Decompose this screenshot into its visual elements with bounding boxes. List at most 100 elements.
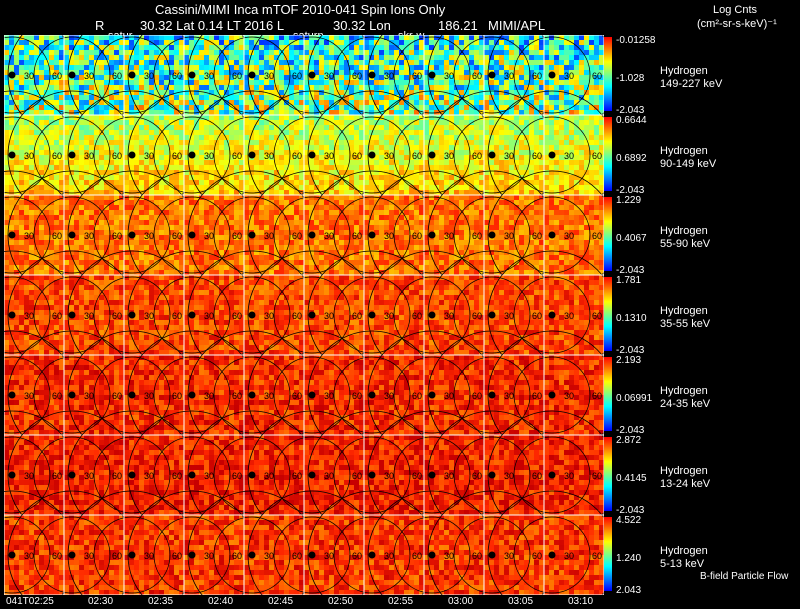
- panel-angle-label: 30: [84, 551, 94, 561]
- colorbar-max-label: 1.781: [616, 275, 642, 286]
- panel-angle-label: 60: [472, 471, 482, 481]
- panel-angle-label: 30: [144, 471, 154, 481]
- panel-angle-label: 30: [144, 151, 154, 161]
- colorbar-mid-label: 1.240: [616, 553, 642, 564]
- panel-angle-label: 30: [24, 151, 34, 161]
- time-label: 03:05: [508, 596, 534, 607]
- image-panel: 30 60: [307, 250, 437, 380]
- colorbar-mid-label: 0.1310: [616, 313, 647, 324]
- panel-angle-label: 30: [444, 551, 454, 561]
- panel-angle-label: 30: [84, 151, 94, 161]
- panel-angle-label: 30: [84, 471, 94, 481]
- time-label: 02:30: [88, 596, 114, 607]
- panel-angle-label: 60: [292, 551, 302, 561]
- band-energy: 90-149 keV: [660, 158, 717, 170]
- band-species: Hydrogen: [660, 545, 708, 557]
- image-panel: 30 60: [7, 410, 137, 540]
- panel-angle-label: 30: [504, 391, 514, 401]
- units-expression: (cm²-sr-s-keV)⁻¹: [697, 18, 777, 30]
- image-panel: 30 60: [67, 170, 197, 300]
- panel-angle-label: 60: [232, 71, 242, 81]
- panel-angle-label: 30: [324, 71, 334, 81]
- band-label: Hydrogen 13-24 keV: [660, 465, 710, 491]
- image-panel: 30 60: [127, 250, 257, 380]
- image-panel: 30 60: [367, 330, 497, 460]
- image-panel: 30 60: [487, 250, 604, 380]
- colorbar-mid-label: 0.4145: [616, 473, 647, 484]
- image-panel: 30 60: [67, 330, 197, 460]
- panel-angle-label: 30: [384, 551, 394, 561]
- panel-angle-label: 30: [264, 391, 274, 401]
- panel-angle-label: 30: [384, 151, 394, 161]
- panel-angle-label: 60: [292, 71, 302, 81]
- panel-angle-label: 30: [324, 231, 334, 241]
- image-panel: 30 60: [187, 90, 317, 220]
- colorbar-max-label: 2.872: [616, 435, 642, 446]
- colorbar-max-label: 1.229: [616, 195, 642, 206]
- band-energy: 24-35 keV: [660, 398, 711, 410]
- panel-angle-label: 60: [112, 551, 122, 561]
- panel-angle-label: 30: [264, 471, 274, 481]
- panel-angle-label: 30: [84, 311, 94, 321]
- image-panel: 30 60: [4, 410, 77, 540]
- org-label: MIMI/APL: [488, 18, 546, 33]
- image-panel: 30 60: [7, 330, 137, 460]
- image-grid: 30 60 30 60 30 60 30 60 30 60 30 60 30 60 30 60 30 60 30 60…: [4, 35, 604, 595]
- panel-angle-label: 60: [412, 151, 422, 161]
- time-label: 02:55: [388, 596, 414, 607]
- panel-angle-label: 30: [564, 471, 574, 481]
- image-panel: 30 60: [127, 90, 257, 220]
- image-panel: 30 60: [427, 330, 557, 460]
- panel-angle-label: 60: [292, 471, 302, 481]
- band-energy: 13-24 keV: [660, 478, 711, 490]
- colorbar-min-label: -2.043: [616, 185, 645, 196]
- colorbar: [604, 37, 612, 111]
- panel-angle-label: 60: [52, 231, 62, 241]
- panel-angle-label: 30: [504, 551, 514, 561]
- panel-angle-label: 60: [52, 471, 62, 481]
- time-label: 03:10: [568, 596, 594, 607]
- panel-angle-label: 60: [532, 471, 542, 481]
- panel-angle-label: 60: [172, 151, 182, 161]
- colorbar-mid-label: 0.4067: [616, 233, 647, 244]
- time-label: 02:50: [328, 596, 354, 607]
- panel-angle-label: 60: [352, 231, 362, 241]
- time-label: 02:45: [268, 596, 294, 607]
- panel-angle-label: 60: [472, 231, 482, 241]
- panel-angle-label: 60: [352, 391, 362, 401]
- panel-angle-label: 60: [532, 311, 542, 321]
- panel-angle-label: 30: [204, 151, 214, 161]
- panel-angle-label: 30: [144, 311, 154, 321]
- panel-angle-label: 60: [232, 471, 242, 481]
- panel-angle-label: 60: [172, 231, 182, 241]
- panel-angle-label: 60: [352, 151, 362, 161]
- panel-angle-label: 60: [292, 151, 302, 161]
- panel-angle-label: 60: [532, 391, 542, 401]
- panel-angle-label: 60: [172, 471, 182, 481]
- panel-angle-label: 30: [204, 231, 214, 241]
- image-panel: 30 60: [7, 170, 137, 300]
- band-species: Hydrogen: [660, 385, 708, 397]
- panel-angle-label: 30: [144, 551, 154, 561]
- band-label: Hydrogen 90-149 keV: [660, 145, 716, 171]
- panel-angle-label: 60: [412, 391, 422, 401]
- panel-angle-label: 60: [172, 311, 182, 321]
- colorbar-max-label: 2.193: [616, 355, 642, 366]
- colorbar-max-label: 4.522: [616, 515, 642, 526]
- panel-angle-label: 30: [264, 151, 274, 161]
- band-species: Hydrogen: [660, 225, 708, 237]
- panel-angle-label: 30: [564, 231, 574, 241]
- panel-angle-label: 30: [444, 471, 454, 481]
- panel-angle-label: 30: [444, 391, 454, 401]
- colorbar-mid-label: 0.06991: [616, 393, 653, 404]
- panel-angle-label: 30: [144, 391, 154, 401]
- panel-angle-label: 30: [564, 551, 574, 561]
- time-label: 02:35: [148, 596, 174, 607]
- panel-angle-label: 30: [204, 311, 214, 321]
- panel-angle-label: 60: [412, 71, 422, 81]
- band-label: Hydrogen 149-227 keV: [660, 65, 722, 91]
- time-label: 02:40: [208, 596, 234, 607]
- panel-angle-label: 60: [292, 311, 302, 321]
- band-label: Hydrogen 55-90 keV: [660, 225, 710, 251]
- image-panel: 30 60: [367, 170, 497, 300]
